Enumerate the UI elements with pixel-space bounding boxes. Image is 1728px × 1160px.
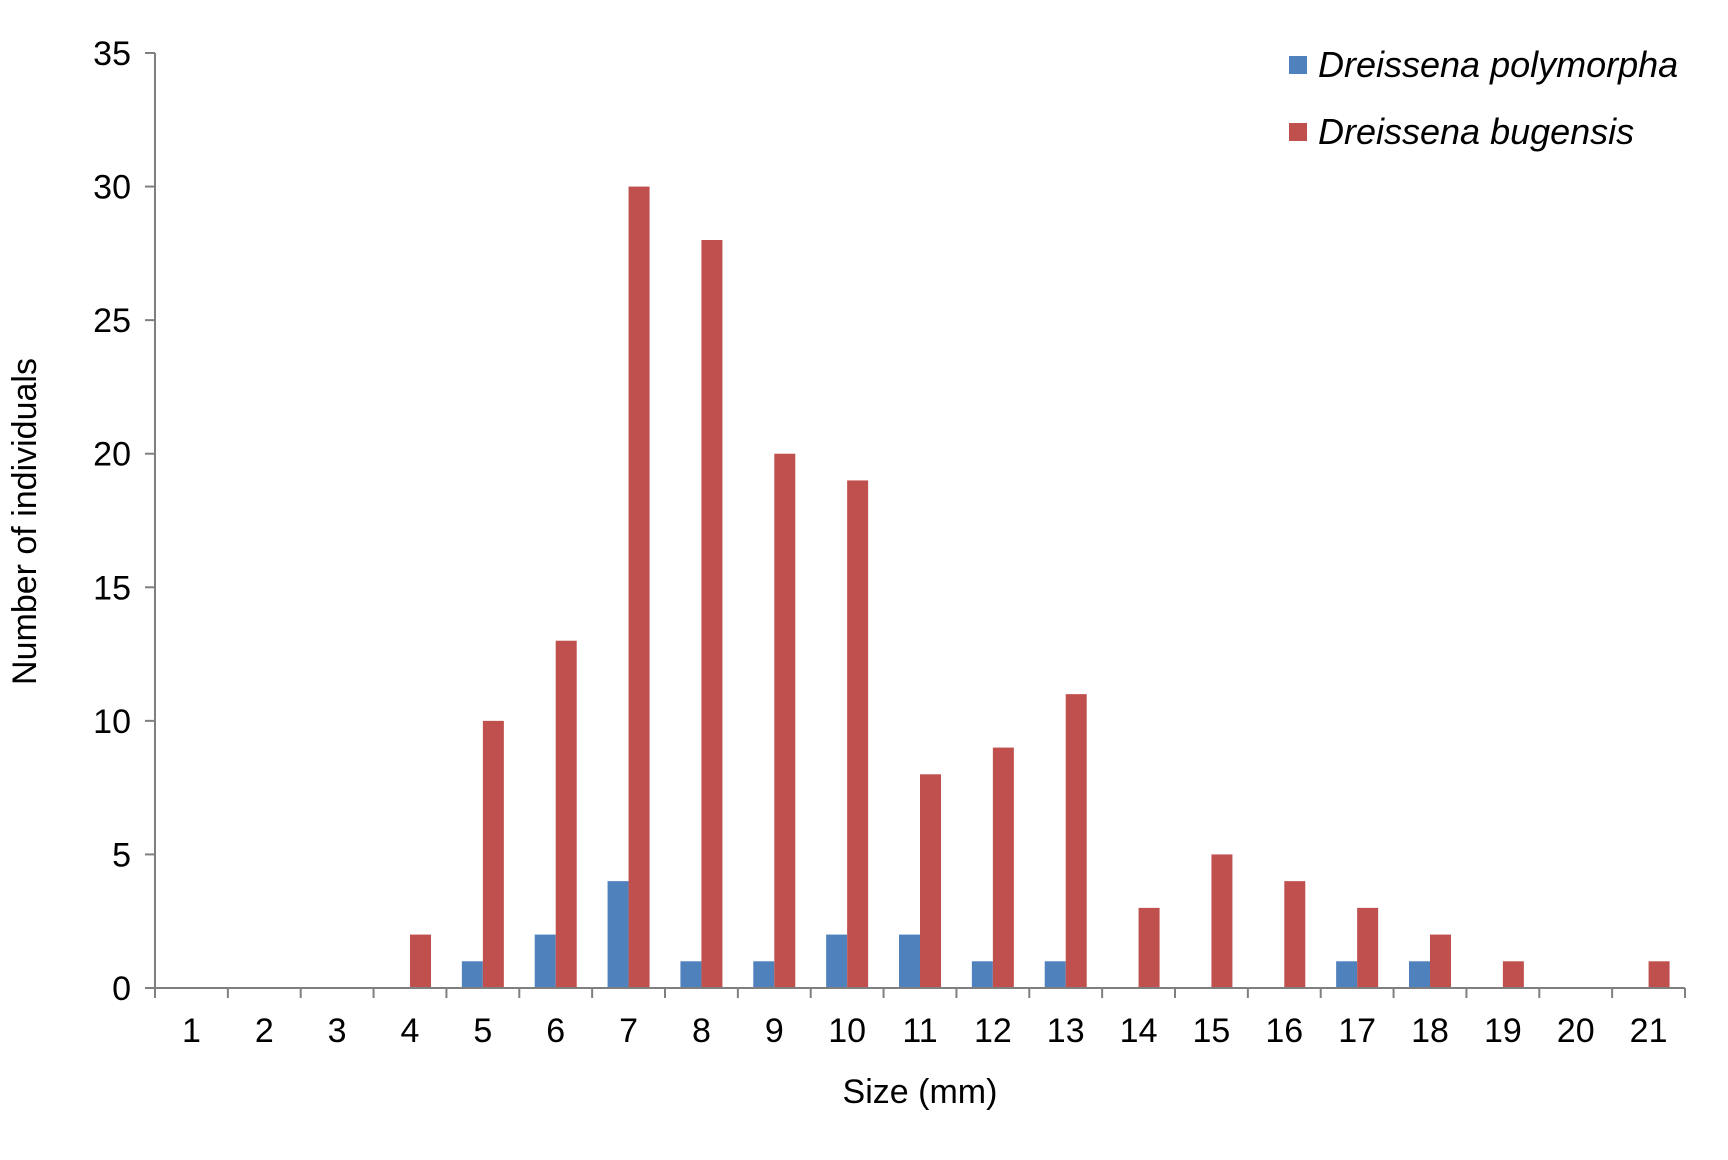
x-tick-label: 12 — [974, 1012, 1012, 1050]
bar-polymorpha — [753, 961, 775, 988]
bar-polymorpha — [1044, 961, 1066, 988]
x-tick-label: 10 — [828, 1012, 866, 1050]
bar-bugensis — [555, 640, 577, 988]
x-tick-label: 3 — [328, 1012, 347, 1050]
x-tick-label: 11 — [902, 1012, 937, 1050]
y-tick-label: 30 — [93, 169, 131, 207]
bar-polymorpha — [826, 934, 848, 988]
legend-label: Dreissena polymorpha — [1318, 44, 1678, 85]
x-tick-label: 14 — [1120, 1012, 1158, 1050]
bar-polymorpha — [680, 961, 702, 988]
bar-polymorpha — [607, 881, 629, 988]
legend-swatch — [1289, 56, 1307, 74]
y-tick-label: 25 — [93, 302, 131, 340]
bar-bugensis — [1430, 934, 1451, 988]
x-tick-label: 4 — [401, 1012, 420, 1050]
bar-bugensis — [1138, 907, 1160, 988]
bar-bugensis — [1211, 854, 1233, 988]
y-tick-label: 15 — [93, 569, 131, 607]
x-tick-label: 21 — [1630, 1012, 1668, 1050]
bars — [410, 186, 1670, 989]
bar-bugensis — [410, 934, 431, 988]
x-axis-title: Size (mm) — [843, 1073, 998, 1111]
bar-bugensis — [482, 720, 504, 988]
y-axis-ticks: 0 5 10 15 20 25 30 35 — [93, 35, 155, 1008]
bar-bugensis — [1065, 694, 1087, 988]
bar-bugensis — [847, 480, 869, 988]
x-tick-label: 17 — [1338, 1012, 1376, 1050]
bar-polymorpha — [461, 961, 483, 988]
bar-bugensis — [1357, 907, 1379, 988]
x-axis-ticks: 1 2 3 4 5 6 7 8 9 10 11 12 13 14 15 16 17 18 19 20 21 — [154, 988, 1686, 1050]
x-tick-label: 13 — [1047, 1012, 1085, 1050]
legend: Dreissena polymorpha Dreissena bugensis — [1289, 44, 1678, 152]
x-tick-label: 7 — [619, 1012, 638, 1050]
y-tick-label: 0 — [112, 970, 131, 1008]
bar-polymorpha — [1409, 961, 1430, 988]
x-tick-label: 20 — [1557, 1012, 1595, 1050]
x-tick-label: 15 — [1193, 1012, 1231, 1050]
x-tick-label: 5 — [473, 1012, 492, 1050]
bar-bugensis — [628, 186, 650, 989]
y-axis-title: Number of individuals — [6, 358, 44, 685]
x-tick-label: 1 — [182, 1012, 201, 1050]
y-tick-label: 35 — [93, 35, 131, 73]
bar-bugensis — [1284, 881, 1306, 988]
y-tick-label: 20 — [93, 436, 131, 474]
bar-bugensis — [701, 240, 723, 988]
y-tick-label: 10 — [93, 703, 131, 741]
bar-bugensis — [992, 747, 1014, 988]
x-tick-label: 9 — [765, 1012, 784, 1050]
x-tick-label: 18 — [1411, 1012, 1449, 1050]
x-tick-label: 16 — [1265, 1012, 1303, 1050]
bar-polymorpha — [534, 934, 556, 988]
legend-label: Dreissena bugensis — [1318, 111, 1634, 152]
x-tick-label: 2 — [255, 1012, 274, 1050]
bar-bugensis — [1648, 961, 1670, 988]
bar-bugensis — [1502, 961, 1524, 988]
x-tick-label: 8 — [692, 1012, 711, 1050]
bar-bugensis — [774, 453, 796, 988]
y-tick-label: 5 — [112, 836, 131, 874]
bar-bugensis — [920, 774, 941, 988]
x-tick-label: 6 — [546, 1012, 565, 1050]
bar-polymorpha — [971, 961, 993, 988]
bar-polymorpha — [899, 934, 920, 988]
legend-swatch — [1289, 123, 1307, 141]
x-tick-label: 19 — [1484, 1012, 1522, 1050]
bar-polymorpha — [1336, 961, 1358, 988]
